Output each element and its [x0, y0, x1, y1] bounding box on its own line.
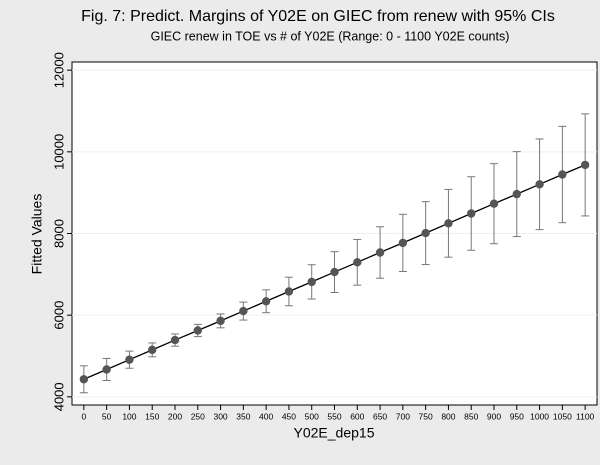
y-tick-label: 12000: [51, 52, 66, 88]
point: [79, 375, 89, 384]
x-axis-label: Y02E_dep15: [294, 425, 375, 441]
point: [261, 297, 271, 306]
point: [216, 316, 225, 326]
point: [489, 199, 499, 208]
point: [148, 345, 157, 355]
x-tick-label: 800: [441, 411, 455, 421]
point: [580, 160, 590, 170]
x-tick-label: 1000: [530, 411, 549, 421]
point: [558, 170, 567, 179]
x-tick-label: 950: [510, 411, 524, 421]
y-axis-label: Fitted Values: [29, 194, 45, 275]
x-tick-label: 50: [102, 411, 112, 421]
x-tick-label: 1100: [576, 411, 595, 421]
x-tick-label: 900: [487, 411, 501, 421]
y-tick-label: 8000: [51, 219, 66, 248]
x-tick-label: 850: [464, 411, 478, 421]
point: [512, 189, 521, 199]
point: [444, 219, 453, 228]
point: [535, 180, 544, 189]
x-tick-label: 200: [168, 411, 182, 421]
point: [102, 365, 111, 374]
x-tick-label: 100: [122, 411, 136, 421]
x-tick-label: 250: [191, 411, 205, 421]
x-tick-label: 600: [350, 411, 364, 421]
x-tick-label: 150: [145, 411, 159, 421]
x-tick-label: 300: [213, 411, 227, 421]
y-tick-label: 6000: [51, 301, 66, 330]
x-tick-label: 650: [373, 411, 387, 421]
y-tick-label: 10000: [51, 134, 66, 170]
x-tick-label: 450: [282, 411, 296, 421]
point: [375, 248, 385, 257]
y-tick-label: 4000: [51, 382, 66, 411]
x-tick-label: 350: [236, 411, 250, 421]
point: [193, 326, 202, 335]
x-tick-label: 400: [259, 411, 273, 421]
x-tick-label: 550: [327, 411, 341, 421]
chart-title: Fig. 7: Predict. Margins of Y02E on GIEC…: [81, 8, 555, 25]
x-tick-label: 500: [305, 411, 319, 421]
chart-subtitle: GIEC renew in TOE vs # of Y02E (Range: 0…: [151, 29, 510, 43]
x-tick-label: 700: [396, 411, 410, 421]
x-tick-label: 750: [419, 411, 433, 421]
point: [467, 209, 476, 218]
point: [284, 287, 294, 296]
point: [125, 355, 134, 364]
point: [353, 258, 362, 267]
point: [421, 228, 430, 238]
point: [239, 306, 248, 316]
point: [330, 267, 339, 277]
point: [170, 335, 180, 345]
point: [307, 277, 316, 287]
x-tick-label: 0: [81, 411, 86, 421]
point: [398, 238, 408, 248]
x-tick-label: 1050: [553, 411, 572, 421]
